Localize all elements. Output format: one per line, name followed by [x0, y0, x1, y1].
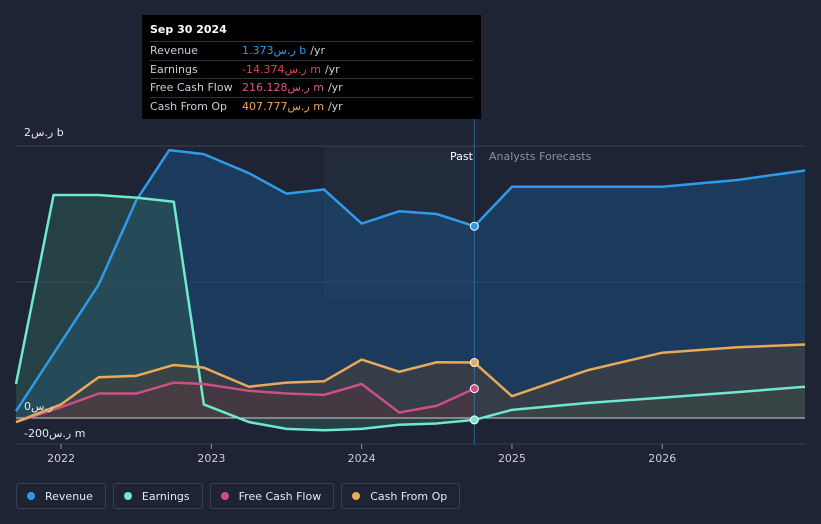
- tooltip-label: Cash From Op: [150, 99, 228, 113]
- dot-icon: [27, 492, 35, 500]
- past-label: Past: [450, 150, 473, 163]
- tooltip-row-free-cash-flow: Free Cash Flow 216.128ر.س m /yr: [150, 78, 473, 97]
- legend-label: Free Cash Flow: [238, 489, 322, 503]
- tooltip-unit: /yr: [327, 99, 343, 113]
- tooltip-unit: /yr: [324, 62, 340, 76]
- legend-label: Earnings: [141, 489, 190, 503]
- tooltip: Sep 30 2024 Revenue 1.373ر.س b /yr Earni…: [142, 15, 481, 119]
- y-tick-label: 2ر.س b: [24, 126, 64, 139]
- x-tick-label: 2022: [47, 452, 75, 465]
- x-tick-label: 2023: [197, 452, 225, 465]
- forecast-label: Analysts Forecasts: [489, 150, 592, 163]
- tooltip-unit: /yr: [327, 81, 343, 95]
- tooltip-value: 1.373ر.س b: [242, 44, 307, 58]
- legend-label: Cash From Op: [370, 489, 448, 503]
- marker-cash-from-op: [469, 358, 479, 368]
- legend: Revenue Earnings Free Cash Flow Cash Fro…: [16, 483, 461, 509]
- line-cash-from-op: [15, 343, 806, 424]
- marker-free-cash-flow: [469, 384, 479, 394]
- x-tick-label: 2026: [648, 452, 676, 465]
- line-revenue: [14, 148, 806, 412]
- tooltip-value: -14.374ر.س m: [242, 62, 321, 76]
- dot-icon: [220, 492, 229, 500]
- y-tick-label: -200ر.س m: [24, 427, 85, 440]
- tooltip-row-revenue: Revenue 1.373ر.س b /yr: [150, 41, 473, 60]
- marker-revenue: [469, 221, 479, 231]
- dot-icon: [352, 492, 361, 500]
- legend-item-revenue[interactable]: Revenue: [16, 483, 106, 509]
- y-tick-label: 0ر.س: [24, 400, 53, 413]
- marker-earnings: [469, 415, 479, 425]
- tooltip-unit: /yr: [310, 44, 325, 58]
- area-revenue: [16, 150, 805, 418]
- line-earnings: [14, 193, 806, 432]
- dot-icon: [123, 492, 132, 500]
- legend-item-cash-from-op[interactable]: Cash From Op: [341, 483, 461, 509]
- legend-item-free-cash-flow[interactable]: Free Cash Flow: [209, 483, 335, 509]
- tooltip-row-earnings: Earnings -14.374ر.س m /yr: [150, 59, 473, 79]
- x-tick-label: 2024: [348, 452, 376, 465]
- legend-item-earnings[interactable]: Earnings: [112, 483, 203, 509]
- tooltip-date: Sep 30 2024: [150, 23, 227, 36]
- tooltip-value: 216.128ر.س m: [242, 81, 324, 95]
- tooltip-value: 407.777ر.س m: [242, 99, 324, 113]
- tooltip-row-cash-from-op: Cash From Op 407.777ر.س m /yr: [150, 96, 473, 116]
- x-tick-label: 2025: [498, 452, 526, 465]
- tooltip-label: Revenue: [150, 44, 198, 58]
- legend-label: Revenue: [45, 489, 93, 503]
- tooltip-label: Earnings: [150, 62, 198, 76]
- line-free-cash-flow: [15, 381, 475, 424]
- tooltip-label: Free Cash Flow: [150, 81, 233, 95]
